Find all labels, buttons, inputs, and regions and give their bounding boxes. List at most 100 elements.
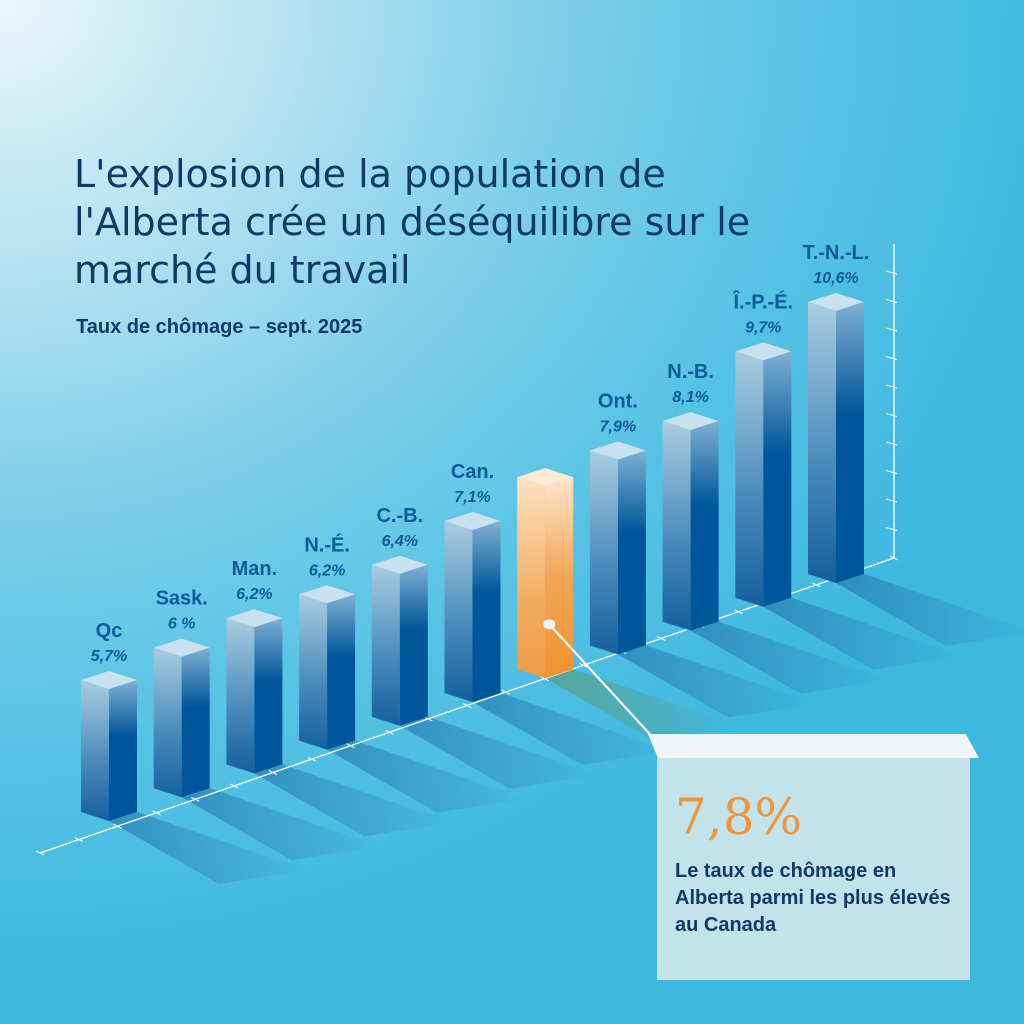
bar-shadow <box>181 788 380 861</box>
x-axis-tick <box>540 676 549 682</box>
value-label: 9,7% <box>745 319 781 336</box>
bar-shadow <box>617 645 816 718</box>
category-label: Qc <box>96 620 123 642</box>
bar-front-T.-N.-L. <box>808 301 836 583</box>
callout-box-top <box>648 734 979 758</box>
x-axis-tick <box>501 689 511 695</box>
x-axis-tick <box>113 823 122 829</box>
category-label: Ont. <box>598 390 638 412</box>
bar-front-N.-É. <box>299 594 328 750</box>
category-label: Man. <box>232 558 278 580</box>
bar-side-C.-B. <box>399 564 428 726</box>
y-axis-tick <box>885 384 898 389</box>
callout-box: 7,8% Le taux de chômage en Alberta parmi… <box>648 734 979 980</box>
bar-front-Can. <box>444 520 473 702</box>
callout-text: Le taux de chômage en Alberta parmi les … <box>675 860 951 936</box>
callout-leader-line <box>548 623 658 743</box>
category-label: Sask. <box>156 588 208 610</box>
bar-front-Alb. <box>517 477 546 679</box>
x-axis-tick <box>268 770 278 775</box>
x-axis-tick <box>74 837 84 843</box>
bar-shadow <box>690 621 889 694</box>
bar-shadow <box>472 693 671 765</box>
bar-side-T.-N.-L. <box>836 301 864 583</box>
y-axis-tick <box>885 327 898 332</box>
bar-top-Alb. <box>517 468 574 487</box>
bar-front-N.-B. <box>662 420 691 631</box>
bar-side-Qc <box>109 679 137 821</box>
y-axis-tick <box>885 270 898 275</box>
bar-shadow <box>109 812 307 884</box>
bar-side-Man. <box>254 618 283 774</box>
x-axis-tick <box>656 636 666 641</box>
value-label: 7,1% <box>454 489 490 506</box>
category-label: N.-B. <box>667 361 714 383</box>
bar-top-N.-É. <box>299 585 356 604</box>
callout-leader-dot <box>543 619 556 630</box>
bar-top-Î.-P.-É. <box>735 342 792 361</box>
bar-side-Can. <box>472 520 501 702</box>
category-label: Can. <box>451 461 494 483</box>
x-axis-tick <box>812 582 821 588</box>
x-axis-tick <box>579 662 588 668</box>
bar-front-Qc <box>81 679 109 821</box>
value-label: 5,7% <box>91 648 127 665</box>
value-label: 6 % <box>168 616 196 633</box>
x-axis-tick <box>229 783 239 789</box>
bar-top-Qc <box>81 670 137 689</box>
x-axis-tick <box>385 729 394 735</box>
bar-front-Man. <box>226 618 255 774</box>
bar-shadow <box>254 764 453 837</box>
value-label: 6,2% <box>309 562 345 579</box>
value-label: 8,1% <box>672 389 708 406</box>
bar-shadow <box>327 740 526 813</box>
value-label: 6,4% <box>382 533 418 550</box>
y-axis-tick <box>885 356 898 360</box>
bar-top-T.-N.-L. <box>808 292 864 311</box>
x-axis-tick <box>152 810 161 816</box>
category-label: N.-É. <box>304 533 350 556</box>
x-axis-tick <box>734 609 743 615</box>
bar-top-Can. <box>444 511 501 530</box>
category-label: T.-N.-L. <box>803 242 870 264</box>
bar-side-Sask. <box>181 647 210 798</box>
bar-top-Ont. <box>589 441 646 460</box>
y-axis-tick <box>885 299 898 303</box>
bar-top-Sask. <box>153 638 210 657</box>
x-axis-tick <box>346 743 355 749</box>
value-label: 7,9% <box>600 418 636 435</box>
value-label: 10,6% <box>813 270 858 287</box>
page-title: L'explosion de la population de l'Albert… <box>74 152 751 292</box>
x-axis-tick <box>307 756 316 762</box>
value-label: 6,2% <box>236 586 272 603</box>
bar-front-C.-B. <box>371 564 400 726</box>
y-axis-tick <box>885 470 898 474</box>
y-axis-tick <box>885 498 898 503</box>
bar-side-Ont. <box>617 450 646 655</box>
bar-side-N.-É. <box>327 594 356 750</box>
bar-front-Î.-P.-É. <box>735 351 764 607</box>
bar-top-C.-B. <box>371 555 428 574</box>
y-axis-tick <box>885 527 898 531</box>
x-axis-tick <box>462 703 472 708</box>
category-label: Î.-P.-É. <box>732 289 793 313</box>
bar-side-N.-B. <box>690 420 719 631</box>
category-label: C.-B. <box>376 505 423 527</box>
bar-top-N.-B. <box>662 411 719 430</box>
bar-shadow <box>545 669 744 742</box>
y-axis-tick <box>885 413 898 417</box>
chart-subtitle: Taux de chômage – sept. 2025 <box>76 316 363 338</box>
bar-side-Î.-P.-É. <box>763 351 792 607</box>
x-axis-tick <box>191 796 200 802</box>
y-axis-tick <box>885 441 898 446</box>
callout-box-face <box>657 758 970 980</box>
bar-shadow <box>399 716 598 789</box>
bar-shadow <box>763 597 962 670</box>
bar-side-Alb. <box>545 477 574 679</box>
bar-front-Sask. <box>153 647 182 798</box>
bar-front-Ont. <box>589 450 618 655</box>
x-axis-tick <box>35 850 45 856</box>
bar-top-Man. <box>226 609 283 628</box>
bar-shadow <box>836 574 1024 646</box>
